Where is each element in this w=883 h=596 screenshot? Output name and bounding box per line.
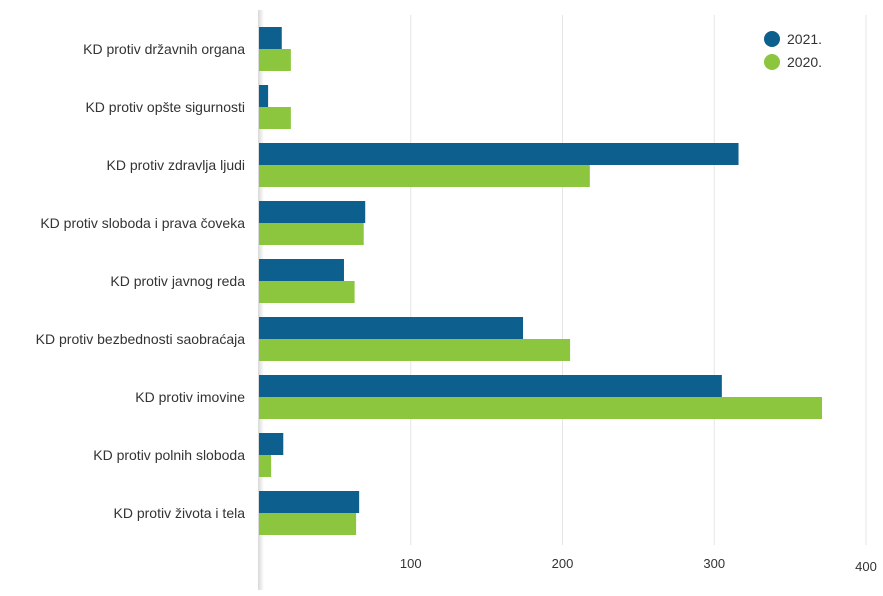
legend[interactable]: 2021. 2020. [764, 31, 822, 70]
legend-marker-icon [764, 54, 780, 70]
category-label: KD protiv javnog reda [110, 273, 245, 289]
bar-series2-2[interactable] [259, 165, 590, 187]
bar-series2-3[interactable] [259, 223, 364, 245]
bar-series2-1[interactable] [259, 107, 291, 129]
bar-series2-4[interactable] [259, 281, 355, 303]
category-label: KD protiv zdravlja ljudi [107, 157, 246, 173]
legend-item-series2[interactable]: 2020. [764, 54, 822, 70]
category-label: KD protiv državnih organa [83, 41, 245, 57]
bar-series1-6[interactable] [259, 375, 722, 397]
bars [259, 27, 822, 535]
x-tick-label: 200 [552, 556, 574, 571]
category-label: KD protiv sloboda i prava čoveka [40, 215, 245, 231]
bar-series2-0[interactable] [259, 49, 291, 71]
x-tick-labels: 100 200 300 400 [400, 556, 877, 574]
category-label: KD protiv imovine [135, 389, 245, 405]
category-label: KD protiv bezbednosti saobraćaja [36, 331, 246, 347]
category-label: KD protiv polnih sloboda [93, 447, 245, 463]
legend-marker-icon [764, 31, 780, 47]
bar-series2-6[interactable] [259, 397, 822, 419]
x-tick-label: 300 [703, 556, 725, 571]
x-tick-label: 400 [855, 559, 877, 574]
bar-series1-3[interactable] [259, 201, 366, 223]
bar-series1-8[interactable] [259, 491, 360, 513]
bar-series1-5[interactable] [259, 317, 524, 339]
category-labels: KD protiv državnih organa KD protiv opšte… [36, 41, 246, 521]
legend-item-series1[interactable]: 2021. [764, 31, 822, 47]
bar-series1-2[interactable] [259, 143, 739, 165]
legend-label: 2020. [787, 54, 822, 70]
category-label: KD protiv života i tela [114, 505, 246, 521]
bar-series2-5[interactable] [259, 339, 571, 361]
bar-series2-7[interactable] [259, 455, 272, 477]
x-tick-label: 100 [400, 556, 422, 571]
bar-series2-8[interactable] [259, 513, 357, 535]
category-label: KD protiv opšte sigurnosti [85, 99, 245, 115]
grid-lines [410, 15, 867, 545]
bar-series1-7[interactable] [259, 433, 284, 455]
bar-series1-1[interactable] [259, 85, 269, 107]
bar-series1-0[interactable] [259, 27, 282, 49]
bar-series1-4[interactable] [259, 259, 344, 281]
legend-label: 2021. [787, 31, 822, 47]
